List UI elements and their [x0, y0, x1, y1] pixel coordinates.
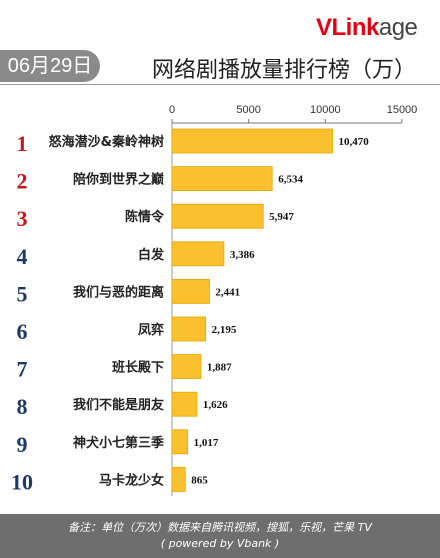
bar: [171, 203, 264, 229]
bar: [171, 429, 188, 455]
category-label: 我们不能是朋友: [73, 397, 164, 413]
category-label: 陪你到世界之巅: [73, 172, 164, 188]
value-label: 2,195: [212, 324, 237, 336]
category-label: 凤弈: [138, 322, 164, 338]
value-label: 1,626: [203, 399, 228, 411]
x-tick-label: 10000: [310, 104, 341, 116]
bar: [171, 391, 198, 417]
x-tick-label: 5000: [236, 104, 260, 116]
value-label: 1,017: [194, 437, 219, 449]
rank-number: 3: [17, 206, 28, 231]
rank-number: 4: [17, 244, 28, 269]
category-label: 白发: [138, 247, 165, 263]
logo-age: age: [378, 14, 418, 41]
value-label: 865: [191, 474, 208, 486]
footer-source-note: 备注：单位（万次）数据来自腾讯视频，搜狐，乐视，芒果 TV: [68, 521, 372, 534]
category-label: 神犬小七第三季: [73, 435, 164, 451]
value-label: 2,441: [215, 286, 240, 298]
logo-v: V: [316, 14, 332, 41]
value-label: 10,470: [339, 136, 370, 148]
bar: [171, 128, 333, 154]
rank-number: 6: [17, 319, 28, 344]
vlinkage-logo: VLinkage: [316, 14, 418, 42]
rank-number: 9: [17, 432, 28, 457]
footer-note: 备注：单位（万次）数据来自腾讯视频，搜狐，乐视，芒果 TV ( powered …: [0, 514, 440, 558]
category-label: 我们与恶的距离: [73, 284, 164, 300]
ranking-bar-chart: 0 5000 10000 15000 1 怒海潜沙&秦岭神树 10,470 2 陪你到世界之巅 6…: [11, 104, 418, 496]
x-tick-label: 0: [169, 104, 175, 116]
x-tick-label: 15000: [387, 104, 418, 116]
rank-number: 1: [17, 131, 28, 156]
bar: [171, 278, 210, 304]
rank-number: 7: [17, 357, 28, 382]
rank-number: 2: [17, 169, 28, 194]
value-label: 3,386: [230, 249, 255, 261]
bar: [171, 354, 202, 380]
title-divider: [0, 84, 440, 85]
bar: [171, 166, 273, 191]
bar: [171, 241, 225, 267]
rank-number: 5: [17, 281, 28, 306]
page-title: 网络剧播放量排行榜（万）: [152, 58, 417, 83]
category-label: 怒海潜沙&秦岭神树: [49, 134, 164, 150]
value-label: 1,887: [207, 362, 232, 374]
category-label: 班长殿下: [112, 360, 164, 376]
logo-link: Link: [331, 14, 380, 41]
rank-number: 10: [11, 469, 33, 494]
category-label: 陈情令: [125, 209, 165, 225]
category-label: 马卡龙少女: [99, 472, 164, 488]
date-badge: 06月29日: [0, 50, 100, 82]
bar: [171, 316, 207, 342]
value-label: 5,947: [269, 211, 294, 223]
value-label: 6,534: [278, 174, 303, 186]
rank-number: 8: [17, 394, 28, 419]
bar: [171, 466, 186, 492]
footer-powered-by: ( powered by Vbank ): [160, 537, 280, 550]
